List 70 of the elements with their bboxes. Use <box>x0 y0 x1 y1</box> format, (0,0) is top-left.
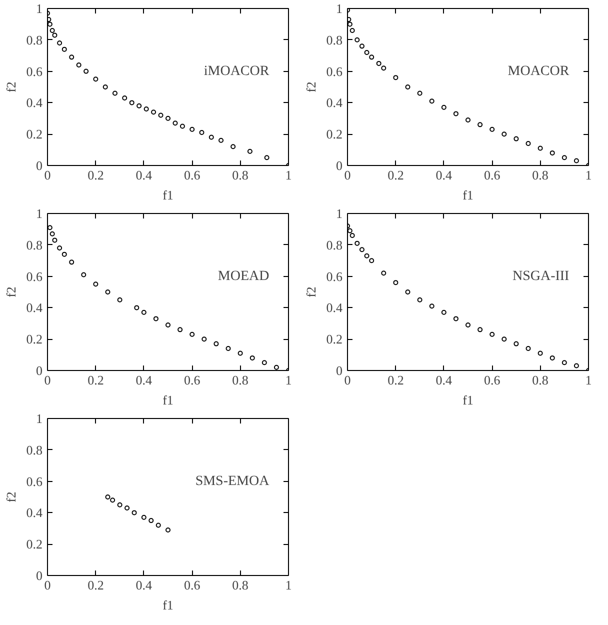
y-tick-label: 0 <box>336 363 342 378</box>
x-tick-label: 0.6 <box>184 168 201 182</box>
y-tick-label: 0.2 <box>26 332 42 347</box>
y-tick-label: 0.8 <box>26 237 42 252</box>
annotation: NSGA-III <box>512 268 570 284</box>
y-tick-label: 0 <box>36 158 42 173</box>
annotation: SMS-EMOA <box>195 474 270 489</box>
x-tick-label: 1 <box>585 168 592 182</box>
y-tick-label: 0 <box>336 158 342 173</box>
y-tick-label: 0.8 <box>326 237 342 252</box>
y-tick-label: 0.8 <box>26 32 42 48</box>
x-axis-title: f1 <box>162 598 174 612</box>
y-tick-label: 1 <box>36 411 42 426</box>
y-tick-label: 1 <box>336 206 342 221</box>
x-tick-label: 0.2 <box>388 372 404 388</box>
x-tick-label: 0.6 <box>184 578 201 592</box>
x-tick-label: 0.4 <box>436 168 453 182</box>
x-tick-label: 0.2 <box>88 168 104 182</box>
y-tick-label: 0.4 <box>326 95 343 110</box>
y-tick-label: 0.6 <box>26 268 43 284</box>
y-tick-label: 0.6 <box>326 268 343 284</box>
x-tick-label: 1 <box>585 372 592 388</box>
y-tick-label: 0.2 <box>326 126 342 142</box>
y-axis-title: f2 <box>3 286 18 298</box>
x-tick-label: 0.4 <box>136 372 153 388</box>
y-tick-label: 1 <box>36 206 42 221</box>
annotation: MOEAD <box>218 268 270 284</box>
y-axis-title: f2 <box>303 286 318 298</box>
y-tick-label: 0.6 <box>26 474 43 489</box>
y-tick-label: 0.4 <box>26 95 43 110</box>
y-tick-label: 0.4 <box>26 300 43 316</box>
y-tick-label: 0.2 <box>26 126 42 142</box>
x-tick-label: 0.4 <box>436 372 453 388</box>
x-axis-title: f1 <box>462 188 474 202</box>
x-tick-label: 1 <box>285 372 292 388</box>
y-tick-label: 0.8 <box>26 442 42 458</box>
x-tick-label: 0.4 <box>136 578 153 592</box>
y-tick-label: 1 <box>36 1 42 16</box>
y-tick-label: 0.6 <box>326 64 343 79</box>
x-tick-label: 0.2 <box>88 578 104 592</box>
x-tick-label: 1 <box>285 578 292 592</box>
x-axis-title: f1 <box>162 392 174 408</box>
y-tick-label: 0 <box>36 568 42 583</box>
x-tick-label: 0.8 <box>532 168 548 182</box>
y-tick-label: 0 <box>36 363 42 378</box>
x-tick-label: 0.8 <box>232 578 248 592</box>
y-tick-label: 0.4 <box>26 505 43 520</box>
x-tick-label: 0.6 <box>484 168 501 182</box>
y-tick-label: 0.8 <box>326 32 342 48</box>
annotation: MOACOR <box>508 64 570 79</box>
x-tick-label: 0.8 <box>232 168 248 182</box>
x-tick-label: 1 <box>285 168 292 182</box>
x-tick-label: 0.2 <box>88 372 104 388</box>
y-axis-title: f2 <box>3 492 18 502</box>
y-tick-label: 0.2 <box>326 332 342 347</box>
y-tick-label: 1 <box>336 1 342 16</box>
annotation: iMOACOR <box>204 64 270 79</box>
x-tick-label: 0.6 <box>484 372 501 388</box>
y-tick-label: 0.6 <box>26 64 43 79</box>
x-tick-label: 0.4 <box>136 168 153 182</box>
y-tick-label: 0.2 <box>26 536 42 552</box>
x-tick-label: 0.6 <box>184 372 201 388</box>
x-axis-title: f1 <box>462 392 474 408</box>
x-axis-title: f1 <box>162 188 174 202</box>
x-tick-label: 0.8 <box>232 372 248 388</box>
x-tick-label: 0.2 <box>388 168 404 182</box>
y-tick-label: 0.4 <box>326 300 343 316</box>
y-axis-title: f2 <box>3 82 18 92</box>
y-axis-title: f2 <box>303 82 318 92</box>
x-tick-label: 0.8 <box>532 372 548 388</box>
